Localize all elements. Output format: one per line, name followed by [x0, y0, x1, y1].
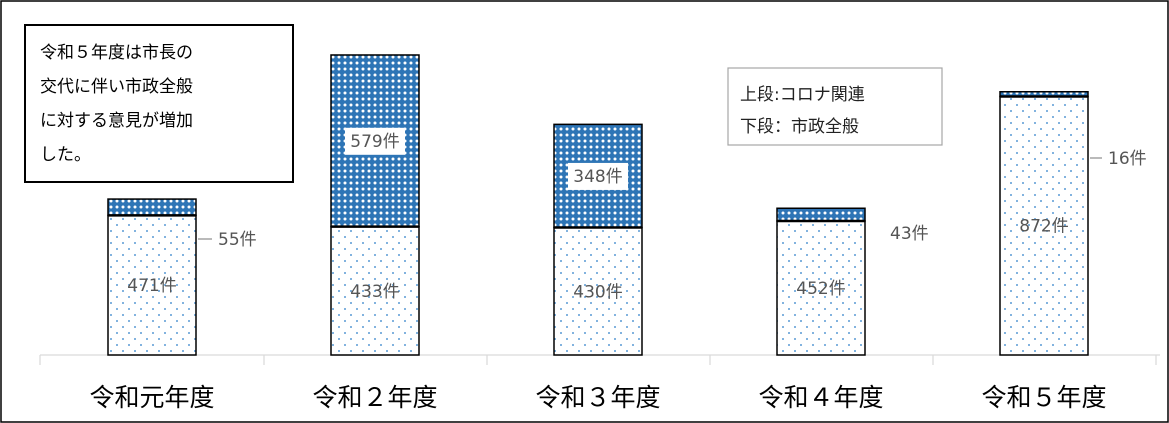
bar-upper-1	[107, 198, 197, 217]
legend-line-lower: 下段：市政全般	[740, 117, 859, 137]
category-label-5: 令和５年度	[981, 383, 1106, 412]
data-label-bg-3	[568, 162, 628, 190]
bar-lower-1	[107, 214, 197, 356]
category-label-2: 令和２年度	[312, 383, 437, 412]
bars-group	[107, 54, 1089, 356]
annotation-note: 令和５年度は市長の 交代に伴い市政全般 に対する意見が増加 した。	[24, 24, 294, 183]
category-label-4: 令和４年度	[758, 383, 883, 412]
category-label-1: 令和元年度	[89, 383, 214, 412]
data-label-lower-4: 452件	[796, 279, 845, 299]
data-label-upper-2: 579件	[350, 132, 399, 152]
note-line-3: に対する意見が増加	[40, 111, 193, 131]
data-label-lower-1: 471件	[127, 276, 176, 296]
data-label-upper-1: 55件	[218, 230, 257, 250]
bar-upper-4	[776, 207, 866, 222]
category-label-3: 令和３年度	[535, 383, 660, 412]
data-label-bg-2	[345, 127, 405, 155]
bar-lower-2	[330, 225, 420, 356]
x-axis-ticks	[39, 355, 1157, 365]
note-box	[24, 24, 294, 183]
data-labels-group: 471件 55件 433件 579件 430件 348件 452件 43件 872件 16件	[127, 127, 1147, 302]
legend: 上段:コロナ関連 下段：市政全般	[727, 67, 943, 146]
bar-lower-3	[553, 226, 643, 356]
data-label-lower-3: 430件	[573, 282, 622, 302]
note-line-2: 交代に伴い市政全般	[40, 77, 193, 97]
data-label-upper-4: 43件	[890, 224, 929, 244]
bar-lower-4	[776, 220, 866, 356]
legend-box	[727, 67, 943, 146]
data-label-upper-5: 16件	[1108, 149, 1147, 169]
note-line-4: した。	[40, 145, 91, 165]
data-label-lower-2: 433件	[350, 282, 399, 302]
bar-lower-5	[999, 95, 1089, 356]
note-line-1: 令和５年度は市長の	[40, 43, 193, 63]
data-label-lower-5: 872件	[1019, 217, 1068, 237]
legend-line-upper: 上段:コロナ関連	[740, 85, 865, 105]
category-labels-group: 令和元年度 令和２年度 令和３年度 令和４年度 令和５年度	[89, 383, 1106, 412]
data-label-upper-3: 348件	[573, 167, 622, 187]
